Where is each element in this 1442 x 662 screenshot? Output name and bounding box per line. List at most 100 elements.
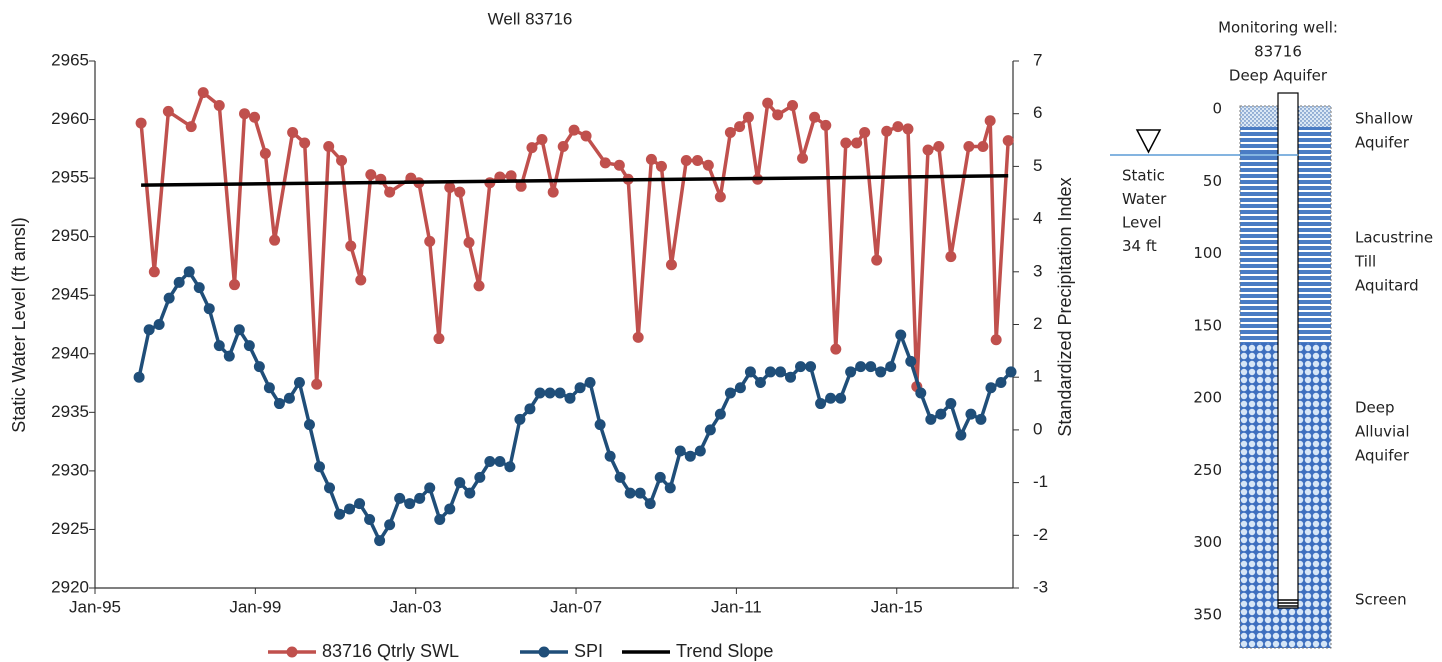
data-point: [384, 186, 396, 198]
data-point: [263, 382, 275, 394]
data-point: [892, 121, 904, 133]
data-point: [965, 408, 977, 420]
data-point: [203, 303, 215, 315]
data-point: [444, 181, 456, 193]
data-point: [795, 361, 807, 373]
data-point: [702, 159, 714, 171]
data-point: [851, 137, 863, 149]
well-casing: [1277, 92, 1299, 609]
data-point: [494, 456, 506, 468]
data-point: [995, 376, 1007, 388]
data-point: [684, 450, 696, 462]
data-point: [273, 398, 285, 410]
data-point: [197, 87, 209, 99]
layer-label: Shallow: [1355, 110, 1413, 128]
data-point: [574, 382, 586, 394]
data-point: [724, 126, 736, 138]
data-point: [299, 137, 311, 149]
data-point: [984, 115, 996, 127]
data-point: [881, 125, 893, 137]
data-point: [905, 355, 917, 367]
data-point: [594, 419, 606, 431]
screen-label: Screen: [1355, 591, 1407, 609]
data-point: [293, 376, 305, 388]
data-point: [344, 503, 356, 515]
data-point: [524, 403, 536, 415]
legend-marker: [286, 646, 298, 658]
depth-label: 350: [1193, 605, 1222, 623]
data-point: [473, 280, 485, 292]
depth-label: 300: [1193, 533, 1222, 551]
data-point: [977, 140, 989, 152]
data-point: [185, 121, 197, 133]
data-point: [424, 235, 436, 247]
data-point: [536, 133, 548, 145]
data-point: [283, 392, 295, 404]
y2-tick-label: -1: [1033, 472, 1048, 491]
y2-tick-label: 6: [1033, 103, 1042, 122]
water-level-label: Static: [1122, 167, 1165, 185]
data-point: [287, 126, 299, 138]
data-point: [514, 413, 526, 425]
y-axis-label: Static Water Level (ft amsl): [9, 217, 29, 432]
data-point: [654, 471, 666, 483]
data-point: [632, 331, 644, 343]
y2-tick-label: 5: [1033, 156, 1042, 175]
well-title: 83716: [1254, 43, 1302, 61]
y2-tick-label: 3: [1033, 261, 1042, 280]
data-point: [634, 487, 646, 499]
legend-label: 83716 Qtrly SWL: [322, 641, 459, 661]
data-point: [990, 334, 1002, 346]
data-point: [1005, 366, 1017, 378]
data-point: [213, 100, 225, 112]
y-tick-label: 2940: [51, 343, 89, 362]
legend: 83716 Qtrly SWL SPI Trend Slope: [268, 641, 773, 661]
data-point: [153, 319, 165, 330]
data-point: [624, 487, 636, 499]
data-point: [243, 340, 255, 352]
depth-label: 50: [1203, 172, 1222, 190]
y2-tick-label: 1: [1033, 367, 1042, 386]
data-point: [464, 487, 476, 499]
data-point: [895, 329, 907, 341]
data-point: [229, 279, 241, 291]
x-tick-label: Jan-99: [229, 597, 281, 616]
legend-marker: [538, 646, 550, 658]
data-point: [613, 159, 625, 171]
water-level-label: Level: [1122, 214, 1162, 232]
data-point: [404, 498, 416, 510]
data-point: [463, 237, 475, 249]
x-tick-label: Jan-11: [711, 597, 762, 616]
data-point: [805, 361, 817, 373]
data-point: [825, 392, 837, 404]
data-point: [183, 266, 195, 278]
legend-label: SPI: [574, 641, 603, 661]
y-tick-label: 2960: [51, 109, 89, 128]
data-point: [454, 477, 466, 489]
y2-tick-label: 4: [1033, 209, 1042, 228]
data-point: [604, 450, 616, 462]
data-point: [1002, 135, 1014, 147]
layer-label: Deep: [1355, 399, 1395, 417]
data-point: [764, 366, 776, 378]
x-tick-label: Jan-15: [871, 597, 923, 616]
data-point: [162, 105, 174, 117]
data-point: [644, 498, 656, 510]
water-level-label: 34 ft: [1122, 237, 1157, 255]
data-point: [355, 274, 367, 286]
depth-label: 200: [1193, 389, 1222, 407]
water-level-label: Water: [1122, 190, 1167, 208]
data-point: [815, 398, 827, 410]
data-point: [148, 266, 160, 278]
data-point: [963, 140, 975, 152]
data-point: [414, 492, 426, 504]
data-point: [845, 366, 857, 378]
data-point: [354, 498, 366, 510]
y-tick-label: 2920: [51, 577, 89, 596]
data-point: [664, 482, 676, 494]
series-line: [141, 174, 1009, 187]
data-point: [859, 126, 871, 138]
data-point: [484, 456, 496, 468]
data-point: [433, 333, 445, 345]
